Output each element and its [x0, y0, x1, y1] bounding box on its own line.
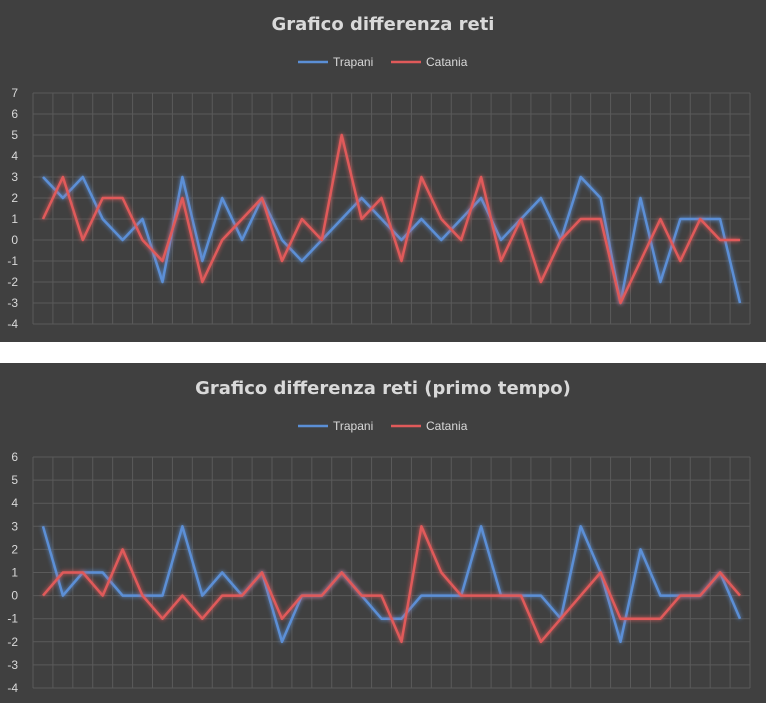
y-tick-label: 2	[11, 191, 18, 205]
series-line-catania	[41, 133, 740, 305]
y-tick-label: -1	[7, 612, 18, 626]
y-tick-label: 3	[11, 170, 18, 184]
series-catania	[41, 133, 740, 305]
chart-panel-total: Grafico differenza reti Trapani Catania 7 6 5…	[0, 0, 766, 342]
y-tick-label: 3	[11, 519, 18, 533]
series-line-catania	[42, 525, 741, 644]
y-tick-label: 5	[11, 128, 18, 142]
legend-label-catania: Catania	[426, 419, 468, 433]
y-tick-label: 2	[11, 542, 18, 556]
y-tick-label: 1	[11, 566, 18, 580]
y-tick-label: -3	[7, 658, 18, 672]
y-axis: 6 5 4 3 2 1 0 -1 -2 -3 -4	[7, 450, 18, 695]
chart-legend: Trapani Catania	[298, 419, 468, 433]
y-tick-label: -3	[7, 296, 18, 310]
y-tick-label: 5	[11, 473, 18, 487]
gridlines	[32, 92, 751, 325]
chart-title: Grafico differenza reti (primo tempo)	[195, 378, 571, 399]
y-tick-label: 7	[11, 86, 18, 100]
legend-label-trapani: Trapani	[333, 419, 373, 433]
y-tick-label: -2	[7, 635, 18, 649]
y-tick-label: 4	[11, 149, 18, 163]
gridlines	[32, 456, 751, 689]
y-tick-label: -4	[7, 317, 18, 331]
chart-legend: Trapani Catania	[298, 55, 468, 69]
chart-total-goal-difference: Grafico differenza reti Trapani Catania 7 6 5…	[7, 14, 751, 331]
y-tick-label: -4	[7, 681, 18, 695]
legend-label-trapani: Trapani	[333, 55, 373, 69]
series-catania	[42, 525, 741, 644]
y-tick-label: 6	[11, 107, 18, 121]
y-tick-label: 0	[11, 233, 18, 247]
y-tick-label: 4	[11, 496, 18, 510]
y-axis: 7 6 5 4 3 2 1 0 -1 -2 -3 -4	[7, 86, 18, 331]
y-tick-label: 6	[11, 450, 18, 464]
chart-panel-first-half: Grafico differenza reti (primo tempo) Tra…	[0, 363, 766, 703]
y-tick-label: -1	[7, 254, 18, 268]
chart-title: Grafico differenza reti	[272, 14, 495, 35]
y-tick-label: -2	[7, 275, 18, 289]
legend-label-catania: Catania	[426, 55, 468, 69]
y-tick-label: 0	[11, 589, 18, 603]
chart-first-half-goal-difference: Grafico differenza reti (primo tempo) Tra…	[7, 378, 751, 695]
y-tick-label: 1	[11, 212, 18, 226]
